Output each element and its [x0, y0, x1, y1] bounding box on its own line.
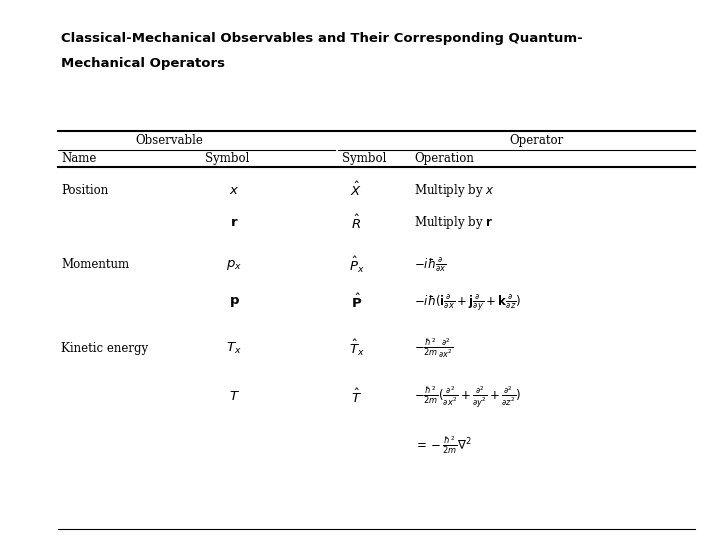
Text: Momentum: Momentum	[61, 258, 130, 271]
Text: Name: Name	[61, 152, 96, 165]
Text: $-i\hbar\frac{\partial}{\partial x}$: $-i\hbar\frac{\partial}{\partial x}$	[414, 255, 446, 274]
Text: Mechanical Operators: Mechanical Operators	[61, 57, 225, 70]
Text: $= -\frac{\hbar^2}{2m}\nabla^2$: $= -\frac{\hbar^2}{2m}\nabla^2$	[414, 435, 472, 456]
Text: $\mathbf{r}$: $\mathbf{r}$	[230, 216, 238, 229]
Text: Symbol: Symbol	[205, 152, 250, 165]
Text: Classical-Mechanical Observables and Their Corresponding Quantum-: Classical-Mechanical Observables and The…	[61, 32, 583, 45]
Text: Operator: Operator	[509, 134, 564, 147]
Text: $\hat{P}_x$: $\hat{P}_x$	[348, 254, 364, 275]
Text: $-\frac{\hbar^2}{2m}\frac{\partial^2}{\partial x^2}$: $-\frac{\hbar^2}{2m}\frac{\partial^2}{\p…	[414, 336, 454, 360]
Text: $p_x$: $p_x$	[226, 258, 242, 272]
Text: Symbol: Symbol	[342, 152, 387, 165]
Text: $T$: $T$	[228, 390, 240, 403]
Text: $x$: $x$	[229, 184, 239, 197]
Text: $-\frac{\hbar^2}{2m}(\frac{\partial^2}{\partial x^2}+\frac{\partial^2}{\partial : $-\frac{\hbar^2}{2m}(\frac{\partial^2}{\…	[414, 384, 521, 409]
Text: Multiply by $\mathbf{r}$: Multiply by $\mathbf{r}$	[414, 214, 493, 231]
Text: $\hat{T}$: $\hat{T}$	[351, 388, 362, 406]
Text: Multiply by $x$: Multiply by $x$	[414, 181, 495, 199]
Text: $\hat{T}_x$: $\hat{T}_x$	[348, 338, 364, 359]
Text: $\mathbf{p}$: $\mathbf{p}$	[228, 295, 240, 309]
Text: Operation: Operation	[414, 152, 474, 165]
Text: $-i\hbar(\mathbf{i}\frac{\partial}{\partial x}+\mathbf{j}\frac{\partial}{\partia: $-i\hbar(\mathbf{i}\frac{\partial}{\part…	[414, 292, 521, 313]
Text: $\hat{\mathbf{P}}$: $\hat{\mathbf{P}}$	[351, 293, 362, 312]
Text: Position: Position	[61, 184, 109, 197]
Text: $\hat{R}$: $\hat{R}$	[351, 213, 361, 232]
Text: Kinetic energy: Kinetic energy	[61, 342, 148, 355]
Text: Observable: Observable	[135, 134, 203, 147]
Text: $\hat{X}$: $\hat{X}$	[351, 181, 362, 199]
Text: $T_x$: $T_x$	[226, 341, 242, 356]
